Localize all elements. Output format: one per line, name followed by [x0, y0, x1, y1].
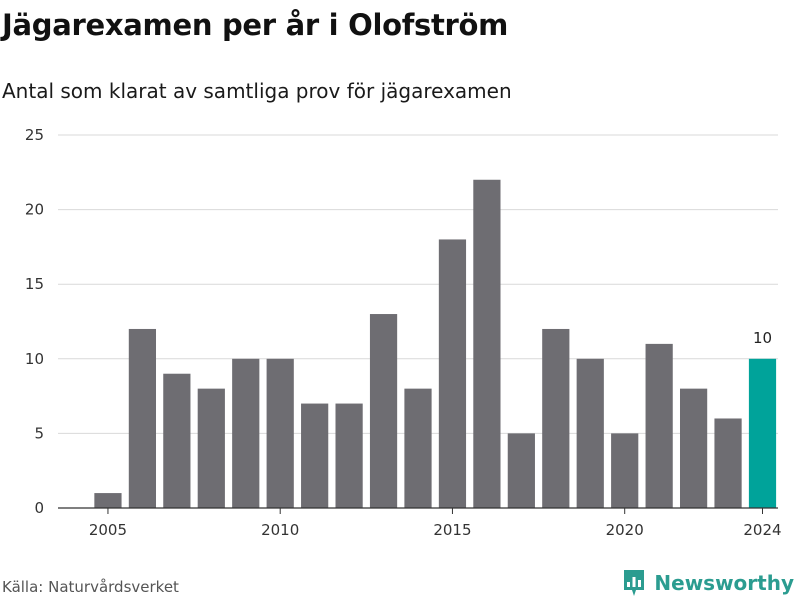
- bar: [679, 388, 708, 508]
- y-tick-label: 25: [25, 126, 44, 144]
- chart-subtitle: Antal som klarat av samtliga prov för jä…: [2, 79, 512, 103]
- brand: Newsworthy: [622, 568, 794, 598]
- bar: [163, 373, 191, 508]
- x-tick-label: 2010: [261, 521, 299, 539]
- bar: [369, 314, 398, 508]
- bar: [197, 388, 225, 508]
- bar: [507, 433, 535, 508]
- bar: [232, 358, 260, 508]
- bar: [404, 388, 432, 508]
- x-tick-label: 2015: [433, 521, 471, 539]
- newsworthy-logo-icon: [624, 570, 645, 596]
- brand-name: Newsworthy: [654, 571, 794, 595]
- y-tick-label: 5: [34, 424, 44, 442]
- x-tick-label: 2020: [606, 521, 644, 539]
- bar: [542, 328, 570, 508]
- bar-highlight: [748, 358, 777, 508]
- bar: [714, 418, 742, 508]
- bar: [301, 403, 329, 508]
- bar-chart: 0 5 10 15 20 25 10 2005 2010 2015 2020 2024: [25, 126, 782, 539]
- bar: [438, 239, 467, 508]
- bar: [473, 179, 501, 508]
- y-tick-label: 10: [25, 350, 44, 368]
- bar-data-label: 10: [753, 329, 772, 347]
- bar: [128, 328, 157, 508]
- x-tick-label: 2005: [89, 521, 127, 539]
- bar: [576, 358, 604, 508]
- bar: [94, 493, 122, 508]
- y-tick-label: 20: [25, 201, 44, 219]
- bar: [266, 358, 294, 508]
- bar: [645, 343, 673, 508]
- y-tick-label: 15: [25, 275, 44, 293]
- x-tick-label: 2024: [743, 521, 781, 539]
- chart-title: Jägarexamen per år i Olofström: [2, 8, 509, 42]
- y-tick-label: 0: [34, 499, 44, 517]
- bar: [335, 403, 363, 508]
- bar: [611, 433, 639, 508]
- source-note: Källa: Naturvårdsverket: [2, 578, 179, 596]
